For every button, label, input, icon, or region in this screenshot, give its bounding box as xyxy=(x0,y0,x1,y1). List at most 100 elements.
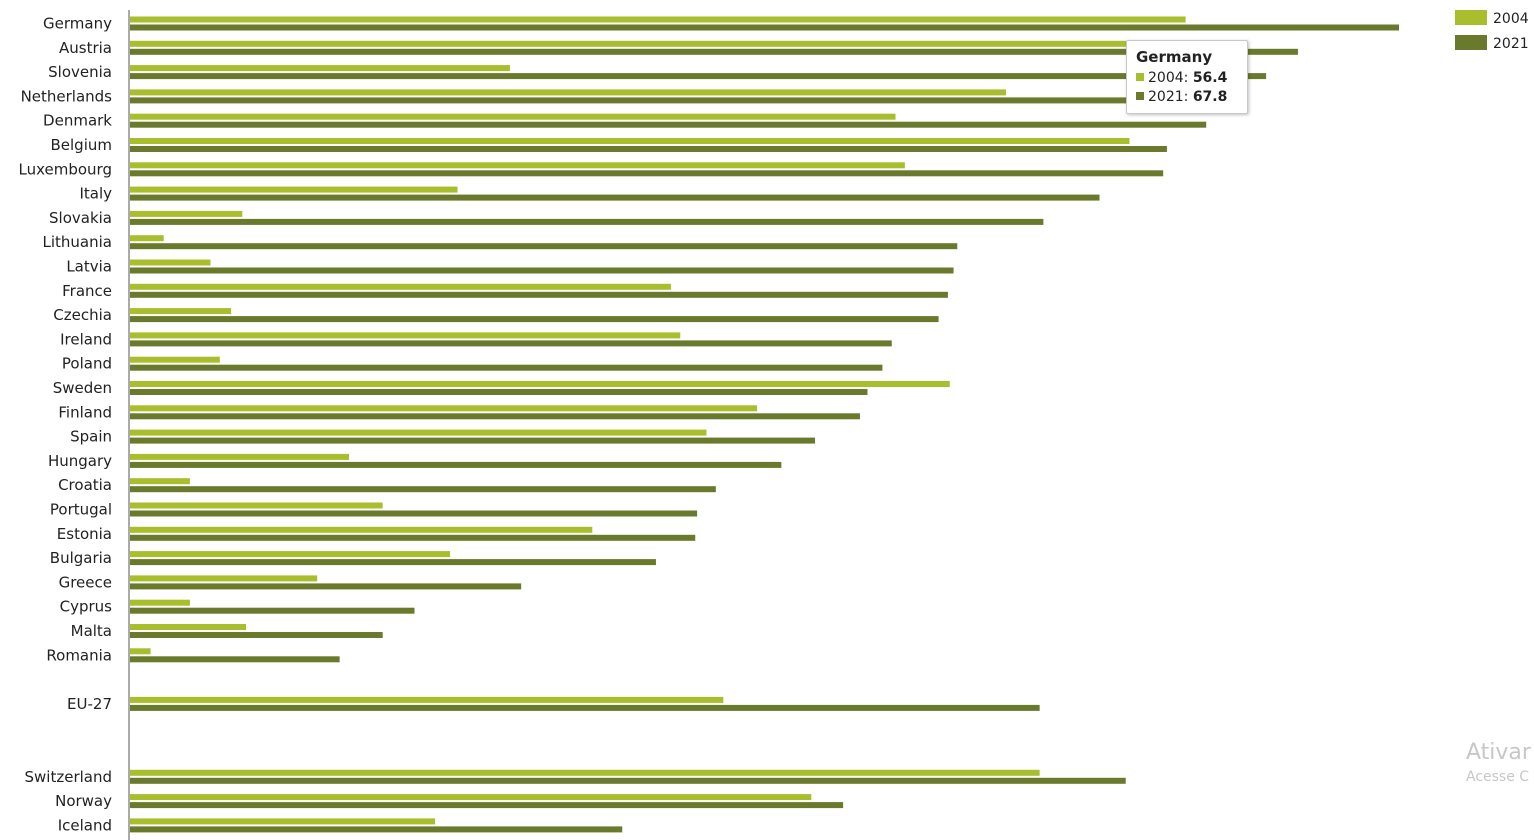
category-label: Spain xyxy=(70,428,112,446)
bar-2004[interactable] xyxy=(130,113,896,120)
bar-2021[interactable] xyxy=(130,243,958,250)
bar-2004[interactable] xyxy=(130,210,243,217)
bar-2021[interactable] xyxy=(130,48,1298,55)
category-label: Switzerland xyxy=(25,768,113,786)
category-label: Luxembourg xyxy=(19,160,113,178)
bar-group xyxy=(130,16,1399,833)
category-label: Sweden xyxy=(53,379,112,397)
legend-swatch-2004 xyxy=(1455,10,1487,25)
bar-2004[interactable] xyxy=(130,283,671,290)
bar-2004[interactable] xyxy=(130,453,349,460)
category-label: Slovakia xyxy=(49,209,112,227)
category-label: Iceland xyxy=(58,816,112,834)
bar-2004[interactable] xyxy=(130,818,436,825)
bar-2004[interactable] xyxy=(130,138,1130,144)
bar-2004[interactable] xyxy=(130,551,451,558)
bar-2004[interactable] xyxy=(130,162,905,169)
bar-2021[interactable] xyxy=(130,632,383,638)
bar-2004[interactable] xyxy=(130,259,211,266)
bar-2004[interactable] xyxy=(130,40,1130,47)
bar-2004[interactable] xyxy=(130,186,458,193)
bar-2004[interactable] xyxy=(130,794,812,801)
bar-2021[interactable] xyxy=(130,607,415,614)
bar-2004[interactable] xyxy=(130,769,1040,776)
bar-2004[interactable] xyxy=(130,429,707,436)
legend: 2004 2021 xyxy=(1455,10,1529,52)
legend-label-2004[interactable]: 2004 xyxy=(1493,11,1529,27)
category-label: Greece xyxy=(59,573,112,591)
category-label: France xyxy=(62,282,112,300)
legend-label-2021[interactable]: 2021 xyxy=(1493,36,1529,52)
bar-2004[interactable] xyxy=(130,599,190,606)
category-label: Finland xyxy=(58,403,112,421)
bar-2021[interactable] xyxy=(130,121,1207,128)
bar-2004[interactable] xyxy=(130,648,151,655)
bar-2021[interactable] xyxy=(130,802,844,809)
tooltip: Germany 2004: 56.4 2021: 67.8 xyxy=(1126,40,1248,114)
bar-2004[interactable] xyxy=(130,624,247,630)
bar-2021[interactable] xyxy=(130,461,782,468)
category-label: Poland xyxy=(62,355,112,373)
category-label: Austria xyxy=(59,39,112,57)
bar-2004[interactable] xyxy=(130,65,510,72)
bar-2021[interactable] xyxy=(130,559,656,566)
bar-2021[interactable] xyxy=(130,97,1248,104)
bar-2021[interactable] xyxy=(130,364,883,371)
bar-2021[interactable] xyxy=(130,583,522,590)
bar-2021[interactable] xyxy=(130,413,860,420)
tooltip-value-2004: 56.4 xyxy=(1192,70,1228,86)
bar-2021[interactable] xyxy=(130,777,1126,784)
bar-2021[interactable] xyxy=(130,267,954,274)
bar-2021[interactable] xyxy=(130,291,948,298)
bar-2004[interactable] xyxy=(130,332,681,339)
bar-2004[interactable] xyxy=(130,405,758,412)
bar-2021[interactable] xyxy=(130,73,1267,80)
bar-2004[interactable] xyxy=(130,696,724,703)
bar-2004[interactable] xyxy=(130,478,190,485)
bar-2004[interactable] xyxy=(130,89,1006,96)
category-label: Italy xyxy=(79,185,112,203)
category-label: Czechia xyxy=(53,306,112,324)
bar-2021[interactable] xyxy=(130,656,340,663)
bar-2021[interactable] xyxy=(130,510,698,517)
bar-2004[interactable] xyxy=(130,235,164,242)
category-label: Norway xyxy=(55,792,112,810)
bar-2004[interactable] xyxy=(130,526,593,533)
tooltip-series-2004: 2004 xyxy=(1148,70,1184,86)
bar-2021[interactable] xyxy=(130,146,1167,152)
bar-2021[interactable] xyxy=(130,437,816,444)
category-label: EU-27 xyxy=(67,695,112,713)
bar-2021[interactable] xyxy=(130,170,1164,177)
watermark-line-1: Ativar xyxy=(1466,740,1531,765)
category-label: Lithuania xyxy=(43,233,112,251)
bar-2021[interactable] xyxy=(130,316,939,323)
bar-2004[interactable] xyxy=(130,16,1186,23)
bar-2021[interactable] xyxy=(130,24,1399,31)
bar-2004[interactable] xyxy=(130,575,318,582)
category-label: Ireland xyxy=(60,330,112,348)
tooltip-series-2021: 2021 xyxy=(1148,89,1184,105)
bar-2021[interactable] xyxy=(130,826,623,833)
bar-2021[interactable] xyxy=(130,534,696,541)
bar-2004[interactable] xyxy=(130,356,220,363)
bar-2021[interactable] xyxy=(130,194,1100,201)
tooltip-value-2021: 67.8 xyxy=(1192,89,1228,105)
bar-2004[interactable] xyxy=(130,502,383,509)
bar-2021[interactable] xyxy=(130,340,892,347)
bar-2021[interactable] xyxy=(130,486,716,493)
bar-2004[interactable] xyxy=(130,308,232,315)
bar-2021[interactable] xyxy=(130,218,1044,225)
category-label: Estonia xyxy=(57,525,112,543)
bar-2021[interactable] xyxy=(130,389,868,395)
bar-2004[interactable] xyxy=(130,381,950,387)
legend-swatch-2021 xyxy=(1455,35,1487,50)
tooltip-title: Germany xyxy=(1136,48,1213,66)
category-label: Hungary xyxy=(48,452,112,470)
category-label: Germany xyxy=(43,15,112,33)
bar-2021[interactable] xyxy=(130,704,1040,711)
category-label: Latvia xyxy=(66,258,112,276)
category-label: Netherlands xyxy=(21,87,113,105)
tooltip-swatch-2021 xyxy=(1136,92,1144,100)
category-label: Slovenia xyxy=(48,63,112,81)
